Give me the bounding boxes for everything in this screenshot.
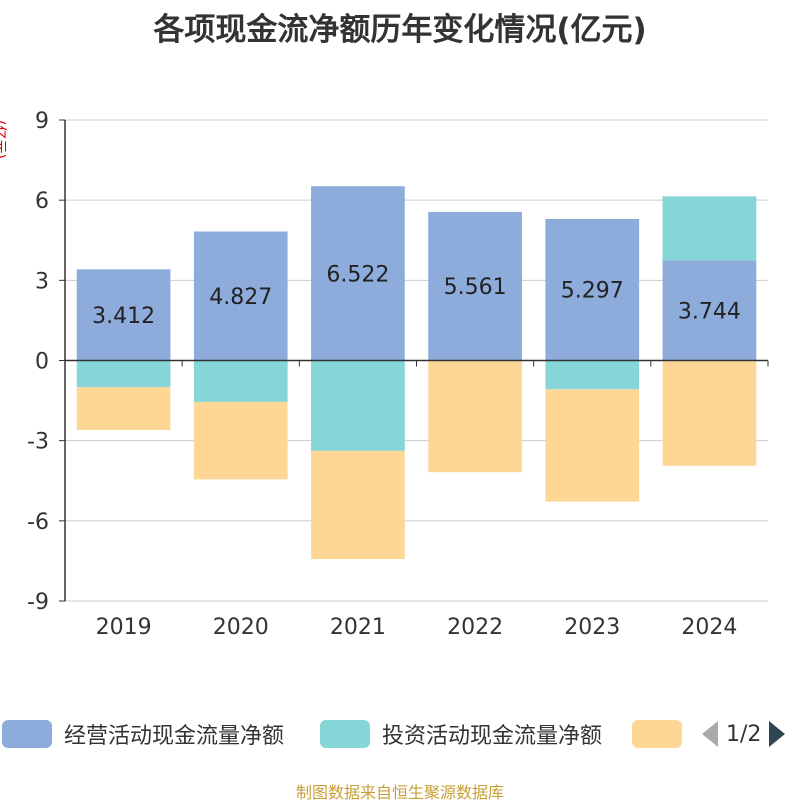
y-tick-label: 6 xyxy=(35,189,49,214)
data-label: 4.827 xyxy=(209,285,272,310)
data-label: 3.412 xyxy=(92,304,155,329)
bar-series2 xyxy=(662,360,757,466)
legend-label-operating: 经营活动现金流量净额 xyxy=(64,724,285,749)
chevron-left-icon[interactable] xyxy=(700,719,720,749)
bar-series0 xyxy=(428,211,522,361)
bar-series2 xyxy=(193,401,288,480)
chevron-right-icon[interactable] xyxy=(767,719,787,749)
x-tick-label: 2021 xyxy=(330,615,386,640)
legend-swatch-investing xyxy=(320,720,370,748)
bar-series1 xyxy=(311,360,405,451)
legend-page-indicator: 1/2 xyxy=(726,721,762,747)
legend-swatch-financing xyxy=(632,720,682,748)
bar-series2 xyxy=(311,450,405,560)
bar-series0 xyxy=(193,231,288,361)
x-tick-label: 2024 xyxy=(681,615,737,640)
bar-series2 xyxy=(545,389,640,502)
data-label: 5.297 xyxy=(561,279,624,304)
legend-item-investing[interactable]: 投资活动现金流量净额 xyxy=(320,716,602,752)
x-tick-label: 2022 xyxy=(447,615,503,640)
y-tick-label: -6 xyxy=(27,510,49,535)
chart-title: 各项现金流净额历年变化情况(亿元) xyxy=(153,12,647,48)
y-tick-label: 9 xyxy=(35,109,49,134)
legend-item-financing[interactable] xyxy=(632,716,694,752)
bar-series1 xyxy=(545,360,640,390)
bar-series2 xyxy=(76,387,171,430)
y-tick-label: -3 xyxy=(27,430,49,455)
data-label: 5.561 xyxy=(444,275,507,300)
legend-item-operating[interactable]: 经营活动现金流量净额 xyxy=(2,716,284,752)
x-tick-label: 2023 xyxy=(564,615,620,640)
bar-series1 xyxy=(193,360,288,402)
bar-series1 xyxy=(662,196,757,261)
y-tick-label: 0 xyxy=(35,350,49,375)
data-source-note: 制图数据来自恒生聚源数据库 xyxy=(295,783,504,802)
y-tick-label: 3 xyxy=(35,269,49,294)
legend: 经营活动现金流量净额 投资活动现金流量净额 xyxy=(0,716,800,756)
bar-series2 xyxy=(428,360,522,473)
x-tick-label: 2019 xyxy=(96,615,152,640)
chart-plot: 9 6 3 0 -3 -6 -9 3.412 4.827 6.522 5.561 5.297 3.744… xyxy=(27,109,769,640)
legend-pager: 1/2 xyxy=(700,716,800,752)
bar-series0 xyxy=(311,186,405,361)
y-tick-label: -9 xyxy=(27,590,49,615)
bar-series0 xyxy=(545,218,640,361)
data-label: 6.522 xyxy=(326,262,389,287)
legend-label-investing: 投资活动现金流量净额 xyxy=(382,724,603,749)
legend-swatch-operating xyxy=(2,720,52,748)
bar-series0 xyxy=(76,269,171,361)
bar-series1 xyxy=(76,360,171,388)
data-label: 3.744 xyxy=(678,299,741,324)
bar-series0 xyxy=(662,260,757,361)
x-tick-label: 2020 xyxy=(213,615,269,640)
